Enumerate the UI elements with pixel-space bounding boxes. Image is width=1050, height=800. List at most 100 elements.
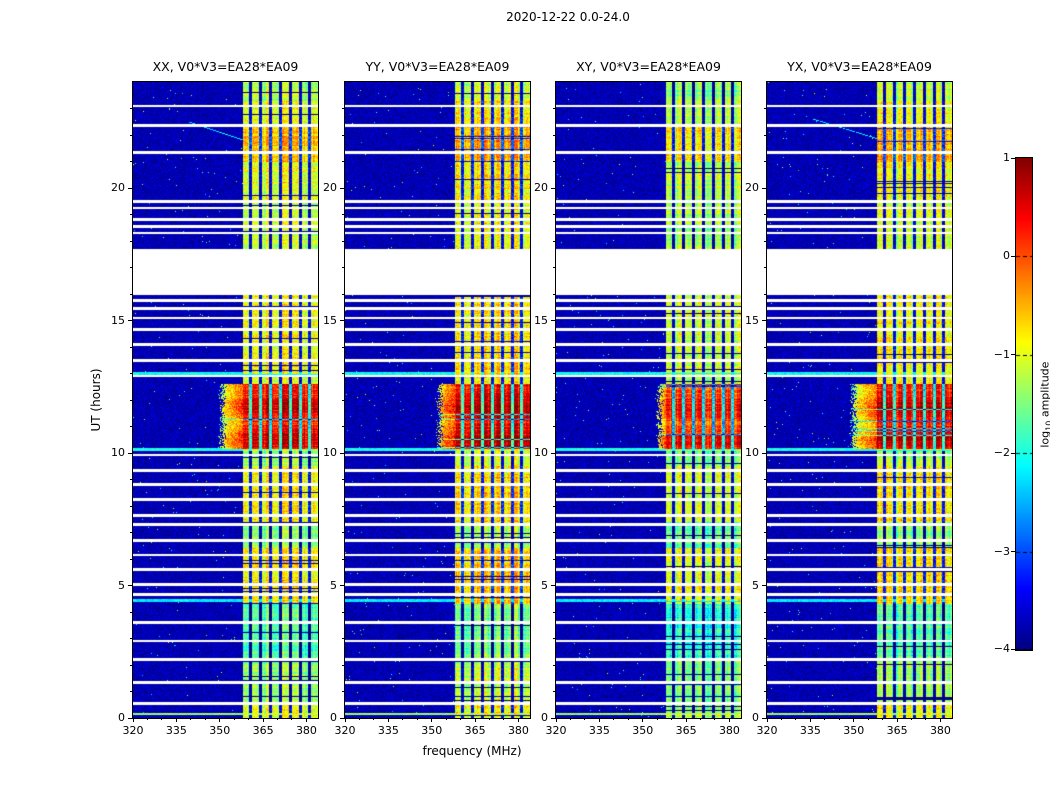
y-tick bbox=[340, 320, 344, 321]
x-minor-tick bbox=[911, 718, 913, 720]
y-minor-tick bbox=[553, 240, 555, 242]
y-minor-tick bbox=[553, 293, 555, 295]
y-tick bbox=[551, 585, 555, 586]
x-minor-tick bbox=[613, 718, 615, 720]
colorbar: 1 0 −1 −2 −3 −4 bbox=[994, 151, 1033, 655]
y-minor-tick bbox=[342, 532, 344, 533]
x-minor-tick bbox=[445, 718, 447, 720]
y-minor-tick bbox=[764, 267, 766, 268]
y-minor-tick bbox=[553, 267, 555, 268]
y-tick bbox=[340, 717, 344, 719]
y-tick bbox=[340, 452, 344, 454]
y-minor-tick bbox=[342, 611, 344, 613]
x-minor-tick bbox=[584, 718, 586, 720]
y-minor-tick bbox=[553, 214, 555, 215]
colorbar-label-prefix: log bbox=[1038, 430, 1050, 448]
y-minor-tick bbox=[764, 558, 766, 560]
x-tick-label: 320 bbox=[756, 724, 778, 737]
y-tick bbox=[128, 320, 132, 321]
y-minor-tick bbox=[764, 479, 766, 480]
y-minor-tick bbox=[553, 611, 555, 613]
x-tick-label: 320 bbox=[545, 724, 567, 737]
y-tick bbox=[551, 452, 555, 454]
y-minor-tick bbox=[764, 638, 766, 639]
y-minor-tick bbox=[764, 161, 766, 162]
colorbar-tick bbox=[1011, 452, 1015, 454]
x-tick bbox=[642, 718, 644, 722]
y-tick-label: 10 bbox=[534, 446, 548, 459]
x-tick bbox=[305, 718, 307, 722]
x-minor-tick bbox=[569, 718, 571, 720]
y-minor-tick bbox=[553, 532, 555, 533]
y-minor-tick bbox=[342, 479, 344, 480]
x-tick-label: 350 bbox=[843, 724, 865, 737]
y-tick-label: 0 bbox=[541, 711, 548, 724]
x-minor-tick bbox=[277, 718, 279, 720]
y-tick-label: 15 bbox=[111, 313, 125, 327]
y-minor-tick bbox=[130, 346, 132, 348]
y-minor-tick bbox=[764, 399, 766, 401]
x-tick bbox=[344, 718, 346, 722]
x-tick bbox=[809, 718, 811, 722]
y-minor-tick bbox=[553, 479, 555, 480]
x-tick bbox=[219, 718, 221, 722]
y-minor-tick bbox=[130, 505, 132, 507]
x-minor-tick bbox=[795, 718, 797, 720]
y-minor-tick bbox=[130, 240, 132, 242]
x-minor-tick bbox=[146, 718, 148, 720]
x-minor-tick bbox=[248, 718, 250, 720]
y-tick-label: 0 bbox=[330, 711, 337, 724]
figure-title: 2020-12-22 0.0-24.0 bbox=[506, 10, 630, 24]
y-minor-tick bbox=[764, 373, 766, 374]
x-tick bbox=[766, 718, 768, 722]
y-tick-label: 0 bbox=[118, 711, 125, 724]
y-minor-tick bbox=[764, 532, 766, 533]
colorbar-label-suffix: amplitude bbox=[1038, 361, 1050, 418]
x-tick-label: 380 bbox=[718, 724, 740, 737]
panel-title-xx: XX, V0*V3=EA28*EA09 bbox=[152, 59, 299, 74]
panel-title-yx: YX, V0*V3=EA28*EA09 bbox=[787, 59, 932, 74]
y-tick bbox=[762, 452, 766, 454]
x-tick bbox=[474, 718, 476, 722]
x-tick bbox=[262, 718, 264, 722]
y-minor-tick bbox=[553, 638, 555, 639]
x-minor-tick bbox=[824, 718, 826, 720]
panel-xy: XY, V0*V3=EA28*EA09 320 335 350 365 380 0 5 10 1… bbox=[534, 59, 742, 737]
y-tick bbox=[340, 585, 344, 586]
y-minor-tick bbox=[764, 346, 766, 348]
y-tick bbox=[128, 717, 132, 719]
y-tick bbox=[128, 585, 132, 586]
x-minor-tick bbox=[503, 718, 505, 720]
y-tick bbox=[551, 187, 555, 189]
x-tick bbox=[387, 718, 389, 722]
x-tick bbox=[555, 718, 557, 722]
colorbar-label-sub: 10 bbox=[1044, 420, 1050, 431]
colorbar-tick bbox=[1011, 354, 1015, 356]
x-tick-label: 380 bbox=[295, 724, 317, 737]
y-minor-tick bbox=[342, 638, 344, 639]
y-minor-tick bbox=[342, 373, 344, 374]
y-minor-tick bbox=[553, 346, 555, 348]
x-tick-label: 350 bbox=[421, 724, 443, 737]
y-minor-tick bbox=[130, 399, 132, 401]
x-minor-tick bbox=[627, 718, 629, 720]
y-tick-label: 10 bbox=[111, 446, 125, 459]
x-tick-label: 380 bbox=[507, 724, 529, 737]
x-tick bbox=[728, 718, 730, 722]
y-minor-tick bbox=[553, 426, 555, 427]
x-minor-tick bbox=[838, 718, 840, 720]
y-minor-tick bbox=[764, 426, 766, 427]
y-minor-tick bbox=[130, 558, 132, 560]
y-minor-tick bbox=[764, 611, 766, 613]
x-tick bbox=[685, 718, 687, 722]
y-tick-label: 20 bbox=[323, 181, 337, 194]
colorbar-tick-label: −3 bbox=[993, 544, 1010, 558]
x-tick-label: 365 bbox=[886, 724, 908, 737]
x-minor-tick bbox=[489, 718, 491, 720]
y-tick bbox=[762, 187, 766, 189]
x-tick bbox=[896, 718, 898, 722]
x-tick-label: 335 bbox=[799, 724, 821, 737]
y-tick-label: 10 bbox=[745, 446, 759, 459]
y-tick-label: 15 bbox=[534, 313, 548, 327]
y-minor-tick bbox=[342, 161, 344, 162]
